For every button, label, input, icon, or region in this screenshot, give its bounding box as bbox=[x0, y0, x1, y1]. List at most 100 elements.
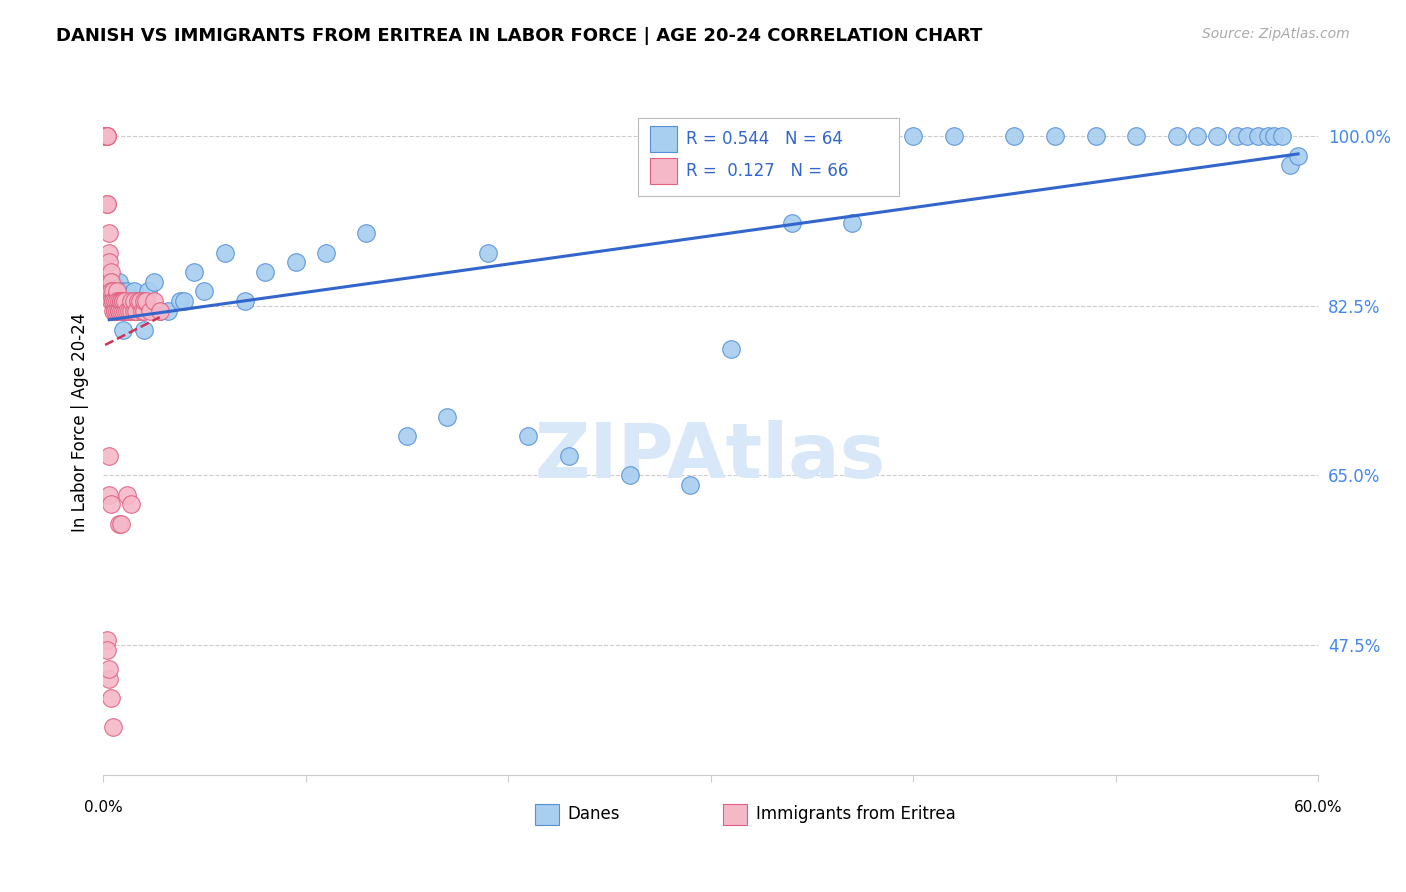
Point bbox=[117, 487, 139, 501]
Point bbox=[780, 217, 803, 231]
Point bbox=[942, 129, 965, 144]
Point bbox=[108, 303, 131, 318]
Point bbox=[395, 429, 418, 443]
Point bbox=[112, 293, 135, 308]
Point bbox=[131, 303, 153, 318]
Point bbox=[1278, 158, 1301, 172]
Point bbox=[841, 217, 863, 231]
Point bbox=[110, 303, 132, 318]
Point bbox=[356, 226, 378, 240]
Point bbox=[98, 487, 121, 501]
Text: Danes: Danes bbox=[567, 805, 620, 823]
Text: R =  0.127   N = 66: R = 0.127 N = 66 bbox=[686, 162, 849, 180]
Point bbox=[132, 293, 155, 308]
Point bbox=[142, 275, 165, 289]
Point bbox=[100, 275, 122, 289]
Point bbox=[96, 129, 118, 144]
Point bbox=[1271, 129, 1294, 144]
Point bbox=[132, 323, 155, 337]
Point bbox=[108, 293, 131, 308]
Point bbox=[558, 449, 581, 463]
Point bbox=[112, 303, 135, 318]
Point bbox=[254, 265, 277, 279]
Point bbox=[98, 275, 121, 289]
Point bbox=[94, 129, 117, 144]
Text: DANISH VS IMMIGRANTS FROM ERITREA IN LABOR FORCE | AGE 20-24 CORRELATION CHART: DANISH VS IMMIGRANTS FROM ERITREA IN LAB… bbox=[56, 27, 983, 45]
Point bbox=[1004, 129, 1026, 144]
FancyBboxPatch shape bbox=[650, 127, 676, 152]
Point bbox=[149, 303, 172, 318]
Text: 0.0%: 0.0% bbox=[84, 799, 122, 814]
Point bbox=[112, 293, 135, 308]
Point bbox=[104, 284, 127, 298]
Point bbox=[96, 632, 118, 647]
Point bbox=[104, 293, 127, 308]
Point bbox=[112, 293, 135, 308]
Point bbox=[103, 303, 125, 318]
Point bbox=[169, 293, 191, 308]
Point bbox=[94, 129, 117, 144]
Point bbox=[135, 293, 157, 308]
Point bbox=[103, 284, 125, 298]
Point bbox=[124, 303, 146, 318]
Point bbox=[103, 293, 125, 308]
FancyBboxPatch shape bbox=[723, 804, 747, 825]
Point bbox=[105, 303, 128, 318]
Point bbox=[100, 275, 122, 289]
Point bbox=[132, 303, 155, 318]
Point bbox=[98, 284, 121, 298]
Point bbox=[96, 642, 118, 657]
Point bbox=[619, 468, 641, 483]
Text: R = 0.544   N = 64: R = 0.544 N = 64 bbox=[686, 130, 844, 148]
Point bbox=[98, 449, 121, 463]
Point bbox=[128, 303, 150, 318]
Point bbox=[114, 303, 136, 318]
FancyBboxPatch shape bbox=[534, 804, 558, 825]
Point bbox=[127, 293, 149, 308]
Point bbox=[1286, 149, 1309, 163]
Point bbox=[114, 293, 136, 308]
Point bbox=[98, 226, 121, 240]
Point bbox=[142, 293, 165, 308]
Point bbox=[96, 129, 118, 144]
Point bbox=[110, 303, 132, 318]
Point bbox=[103, 275, 125, 289]
Point bbox=[105, 284, 128, 298]
Text: ZIPAtlas: ZIPAtlas bbox=[536, 420, 886, 494]
Point bbox=[1236, 129, 1258, 144]
Point bbox=[103, 720, 125, 734]
Point bbox=[100, 284, 122, 298]
Point bbox=[903, 129, 925, 144]
Point bbox=[128, 293, 150, 308]
Point bbox=[127, 293, 149, 308]
Point bbox=[121, 303, 143, 318]
Point bbox=[100, 293, 122, 308]
Point bbox=[103, 293, 125, 308]
Point bbox=[96, 129, 118, 144]
Point bbox=[117, 284, 139, 298]
Point bbox=[156, 303, 179, 318]
Point bbox=[108, 275, 131, 289]
Point bbox=[98, 255, 121, 269]
Point bbox=[124, 303, 146, 318]
Point bbox=[108, 293, 131, 308]
Point bbox=[122, 284, 145, 298]
Point bbox=[105, 303, 128, 318]
Point bbox=[173, 293, 195, 308]
Point bbox=[110, 516, 132, 531]
Point bbox=[94, 129, 117, 144]
FancyBboxPatch shape bbox=[638, 118, 898, 195]
Point bbox=[100, 265, 122, 279]
Point bbox=[98, 662, 121, 676]
Point bbox=[121, 497, 143, 511]
Point bbox=[122, 293, 145, 308]
Point bbox=[1206, 129, 1229, 144]
Point bbox=[110, 284, 132, 298]
Point bbox=[233, 293, 256, 308]
Y-axis label: In Labor Force | Age 20-24: In Labor Force | Age 20-24 bbox=[72, 312, 89, 532]
Point bbox=[136, 284, 159, 298]
Point bbox=[121, 303, 143, 318]
Point bbox=[112, 323, 135, 337]
Point bbox=[110, 293, 132, 308]
FancyBboxPatch shape bbox=[650, 158, 676, 184]
